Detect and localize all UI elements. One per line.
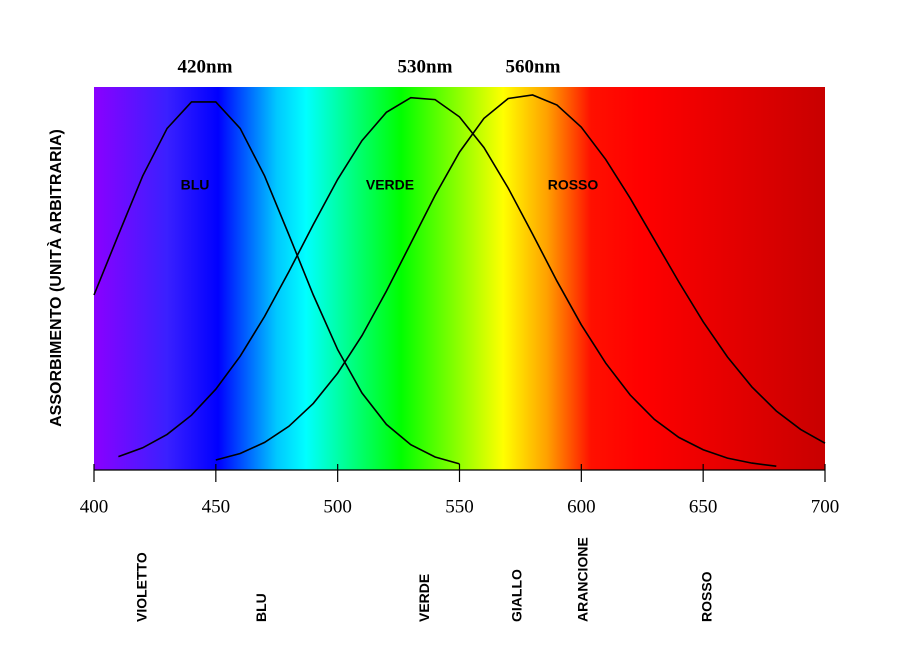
x-tick-label: 600	[567, 496, 596, 517]
x-tick-label: 650	[689, 496, 718, 517]
absorption-curve	[93, 101, 460, 465]
x-tick-label: 550	[445, 496, 474, 517]
series-label: BLU	[181, 177, 210, 193]
color-band-label: ROSSO	[699, 571, 715, 622]
absorption-curve	[215, 94, 826, 461]
spectrum-background	[94, 87, 825, 470]
color-band-label: VIOLETTO	[133, 552, 149, 622]
x-tick-label: 450	[202, 496, 231, 517]
y-axis-label: ASSORBIMENTO (UNITÀ ARBITRARIA)	[46, 129, 65, 427]
peak-annotation: 530nm	[398, 56, 453, 77]
series-label: VERDE	[366, 177, 414, 193]
peak-annotation: 560nm	[506, 56, 561, 77]
x-tick-label: 500	[323, 496, 352, 517]
x-tick-label: 400	[80, 496, 109, 517]
x-tick-label: 700	[811, 496, 840, 517]
color-band-label: ARANCIONE	[574, 537, 590, 622]
peak-annotation: 420nm	[178, 56, 233, 77]
color-band-label: VERDE	[416, 574, 432, 622]
series-label: ROSSO	[548, 177, 599, 193]
color-band-label: GIALLO	[509, 569, 525, 622]
color-band-label: BLU	[253, 593, 269, 622]
absorption-curve	[118, 96, 777, 467]
